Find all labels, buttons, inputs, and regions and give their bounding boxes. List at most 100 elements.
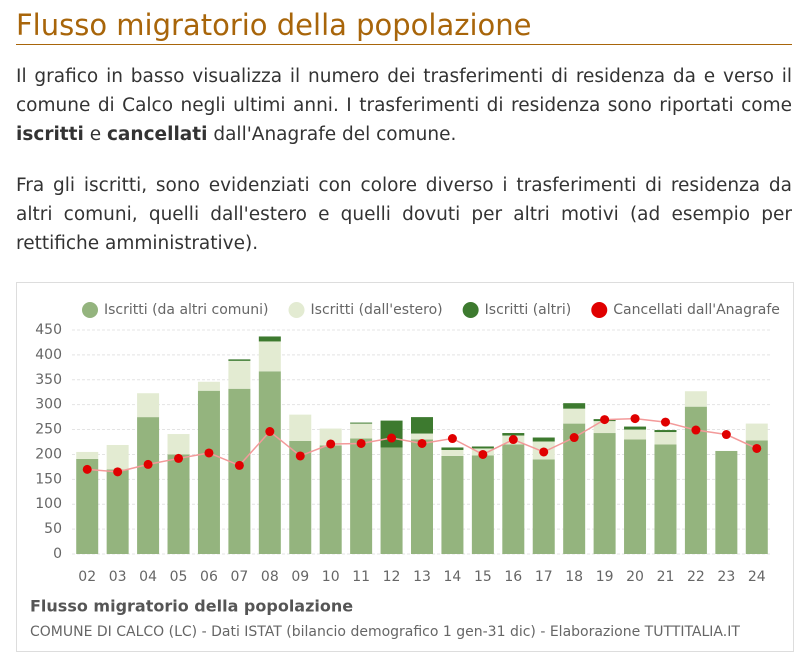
legend-label: Iscritti (dall'estero) bbox=[311, 302, 443, 318]
x-tick-label: 07 bbox=[230, 569, 248, 585]
bar bbox=[350, 422, 373, 424]
x-tick-label: 17 bbox=[535, 569, 553, 585]
y-tick-label: 450 bbox=[35, 322, 62, 338]
chart-subtitle: COMUNE DI CALCO (LC) - Dati ISTAT (bilan… bbox=[30, 624, 740, 640]
bar bbox=[289, 414, 312, 442]
x-tick-label: 23 bbox=[717, 569, 735, 585]
legend-marker bbox=[462, 302, 479, 318]
bar bbox=[563, 408, 586, 424]
point bbox=[721, 430, 731, 440]
legend-marker bbox=[288, 302, 305, 318]
y-tick-label: 100 bbox=[35, 496, 62, 512]
bar bbox=[76, 458, 99, 554]
point bbox=[113, 467, 123, 477]
bar bbox=[350, 438, 373, 554]
point bbox=[752, 443, 762, 453]
legend-marker bbox=[82, 302, 98, 318]
bar bbox=[289, 441, 312, 554]
bar bbox=[228, 360, 251, 389]
bar bbox=[624, 429, 647, 440]
paragraph: Fra gli iscritti, sono evidenziati con c… bbox=[16, 171, 792, 258]
bar bbox=[654, 432, 677, 445]
bar bbox=[411, 433, 433, 440]
bar bbox=[380, 447, 403, 554]
x-tick-label: 19 bbox=[596, 569, 614, 585]
text: dall'Anagrafe del comune. bbox=[207, 124, 457, 145]
text: Il grafico in basso visualizza il numero… bbox=[16, 66, 792, 116]
bar bbox=[502, 444, 525, 554]
y-tick-label: 350 bbox=[35, 372, 62, 388]
text: Fra gli iscritti, sono evidenziati con c… bbox=[16, 175, 792, 254]
y-tick-label: 150 bbox=[35, 471, 62, 487]
bar bbox=[624, 439, 647, 554]
bar bbox=[624, 426, 647, 430]
point bbox=[630, 414, 640, 424]
bar bbox=[197, 390, 220, 554]
bar bbox=[167, 434, 190, 455]
bar bbox=[137, 393, 160, 418]
y-tick-label: 200 bbox=[35, 446, 62, 462]
bar bbox=[441, 447, 464, 450]
x-tick-label: 12 bbox=[383, 569, 401, 585]
point bbox=[265, 427, 275, 437]
bar bbox=[137, 417, 160, 554]
point bbox=[143, 459, 153, 469]
point bbox=[82, 464, 92, 474]
bar bbox=[532, 459, 555, 554]
bar bbox=[228, 388, 251, 554]
y-tick-label: 300 bbox=[35, 397, 62, 413]
bar bbox=[745, 440, 768, 554]
bar bbox=[258, 336, 281, 342]
paragraph: Il grafico in basso visualizza il numero… bbox=[16, 62, 792, 149]
point bbox=[478, 449, 488, 459]
bar bbox=[654, 444, 677, 554]
bar bbox=[563, 423, 586, 554]
bar bbox=[654, 430, 677, 433]
x-tick-label: 15 bbox=[474, 569, 492, 585]
legend-marker bbox=[591, 302, 608, 318]
y-tick-label: 50 bbox=[44, 521, 62, 537]
bar bbox=[411, 439, 433, 554]
x-tick-label: 22 bbox=[687, 569, 705, 585]
bar bbox=[441, 455, 464, 554]
x-tick-label: 18 bbox=[565, 569, 583, 585]
point bbox=[569, 433, 579, 443]
bar bbox=[258, 371, 281, 554]
x-tick-label: 02 bbox=[78, 569, 96, 585]
legend-label: Iscritti (da altri comuni) bbox=[104, 302, 269, 318]
point bbox=[508, 435, 518, 445]
bar bbox=[319, 445, 342, 554]
x-tick-label: 10 bbox=[322, 569, 340, 585]
bar bbox=[106, 469, 129, 554]
bar bbox=[471, 446, 494, 449]
x-tick-label: 21 bbox=[657, 569, 675, 585]
x-tick-label: 06 bbox=[200, 569, 218, 585]
point bbox=[447, 434, 457, 444]
bar bbox=[441, 449, 464, 456]
x-tick-label: 14 bbox=[444, 569, 462, 585]
x-tick-label: 13 bbox=[413, 569, 431, 585]
bar bbox=[532, 437, 555, 442]
text: e bbox=[83, 124, 107, 145]
x-tick-label: 11 bbox=[352, 569, 370, 585]
bar bbox=[471, 455, 494, 554]
bar bbox=[167, 454, 190, 554]
text: iscritti bbox=[16, 124, 84, 145]
point bbox=[539, 447, 549, 457]
text: cancellati bbox=[106, 124, 208, 145]
bar bbox=[350, 423, 373, 439]
point bbox=[234, 460, 244, 470]
point bbox=[600, 415, 610, 425]
bar bbox=[502, 433, 525, 436]
x-tick-label: 05 bbox=[170, 569, 188, 585]
legend-label: Cancellati dall'Anagrafe bbox=[613, 302, 780, 318]
point bbox=[417, 438, 427, 448]
bar bbox=[745, 423, 768, 441]
x-tick-label: 16 bbox=[504, 569, 522, 585]
bar bbox=[76, 451, 99, 459]
bar bbox=[106, 444, 129, 470]
bar bbox=[684, 406, 707, 554]
bar bbox=[197, 381, 220, 391]
